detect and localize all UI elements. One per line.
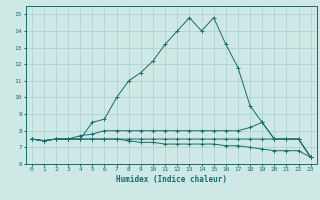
X-axis label: Humidex (Indice chaleur): Humidex (Indice chaleur) [116,175,227,184]
